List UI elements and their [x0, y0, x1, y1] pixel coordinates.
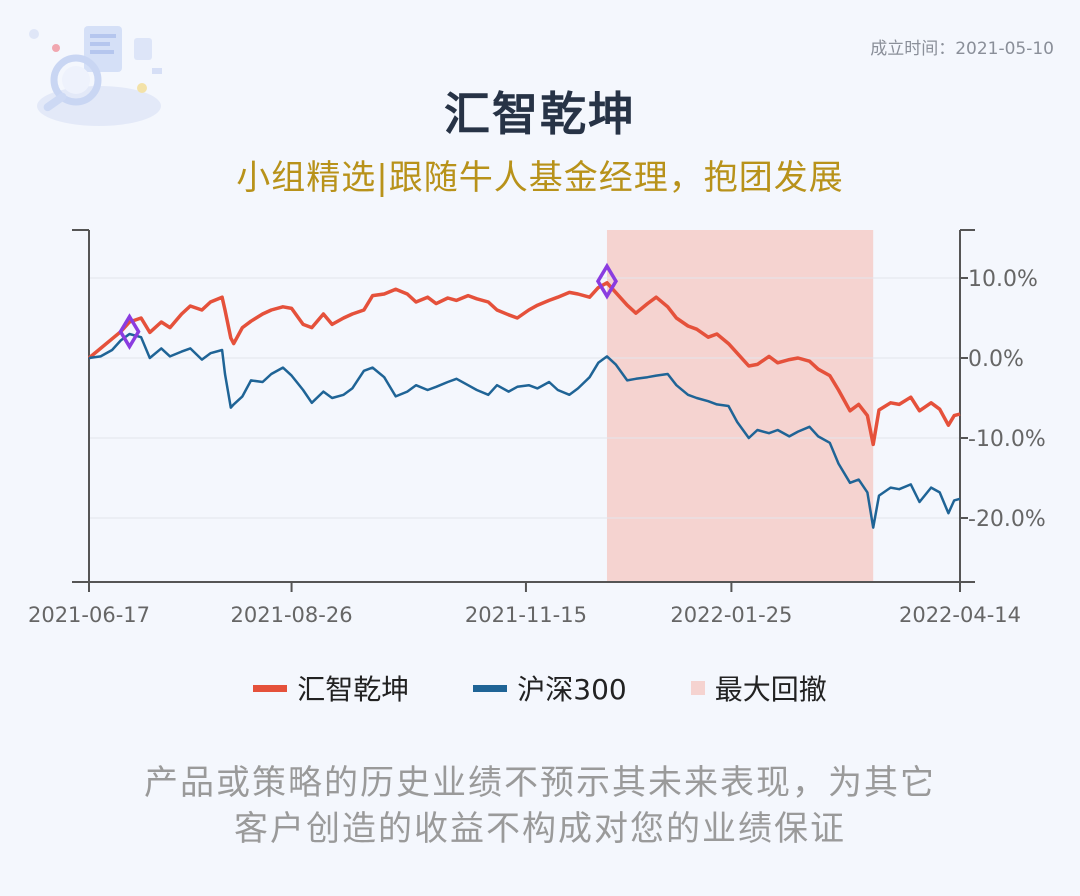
- legend-swatch-fund: [253, 684, 288, 692]
- max-drawdown-area: [606, 230, 874, 582]
- legend-item-drawdown: 最大回撤: [690, 668, 827, 708]
- legend-label-drawdown: 最大回撤: [714, 673, 827, 706]
- legend-label-fund: 汇智乾坤: [297, 673, 410, 706]
- series-line-fund: [87, 281, 961, 447]
- x-tick-label: 2022-01-25: [670, 603, 792, 627]
- y-tick-label: -10.0%: [968, 427, 1046, 452]
- y-tick-label: 10.0%: [968, 267, 1038, 292]
- disclaimer-line-2: 客户创造的收益不构成对您的业绩保证: [234, 809, 846, 849]
- legend-swatch-drawdown: [690, 681, 705, 695]
- decorative-search-illustration: [29, 26, 162, 126]
- peak-marker: [595, 262, 619, 300]
- legend-label-index: 沪深300: [517, 673, 627, 706]
- disclaimer: 产品或策略的历史业绩不预示其未来表现，为其它 客户创造的收益不构成对您的业绩保证: [0, 760, 1080, 852]
- legend-item-index: 沪深300: [473, 668, 627, 708]
- y-tick-label: -20.0%: [968, 507, 1046, 532]
- legend-item-fund: 汇智乾坤: [253, 668, 409, 708]
- disclaimer-line-1: 产品或策略的历史业绩不预示其未来表现，为其它: [144, 763, 936, 803]
- performance-chart: 10.0% 0.0% -10.0% -20.0% 2021-06-17 2021-08-2…: [28, 229, 1046, 627]
- x-tick-label: 2021-06-17: [28, 603, 150, 627]
- y-tick-label: 0.0%: [968, 347, 1024, 372]
- page-subtitle: 小组精选|跟随牛人基金经理，抱团发展: [236, 158, 844, 198]
- legend-swatch-index: [473, 684, 508, 692]
- peak-marker: [118, 313, 141, 351]
- chart-legend: 汇智乾坤 沪深300 最大回撤: [0, 668, 1080, 708]
- page-title: 汇智乾坤: [444, 87, 636, 141]
- x-tick-label: 2021-08-26: [231, 603, 353, 627]
- x-tick-label: 2022-04-14: [899, 603, 1021, 627]
- series-line-index: [88, 332, 961, 529]
- x-tick-label: 2021-11-15: [465, 603, 587, 627]
- founded-date: 成立时间：2021-05-10: [870, 39, 1054, 59]
